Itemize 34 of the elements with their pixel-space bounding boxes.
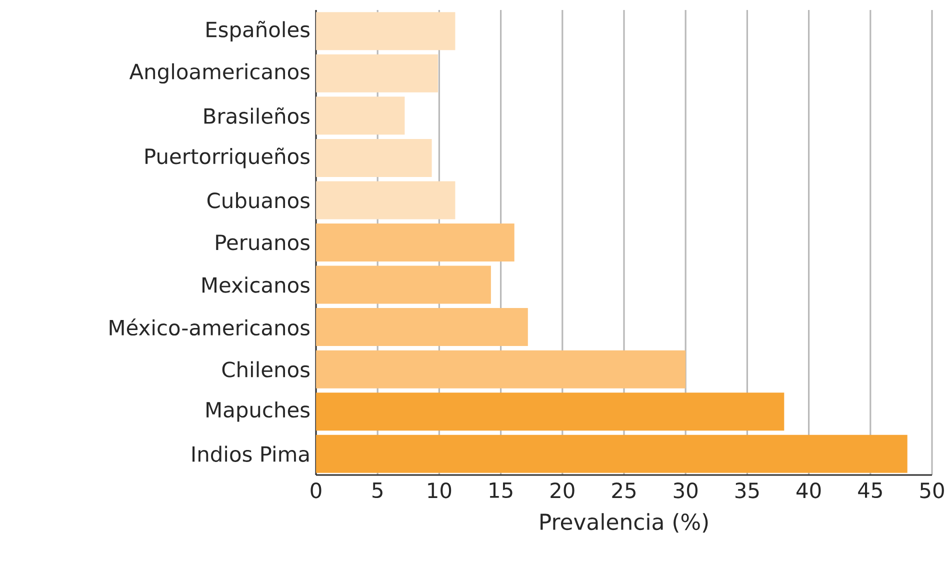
y-tick-label: Puertorriqueños: [146, 148, 310, 168]
x-tick-label: 10: [428, 482, 452, 498]
x-tick-label: 30: [674, 482, 698, 498]
y-tick-label: Brasileños: [204, 107, 310, 124]
bar: [316, 308, 528, 346]
x-tick-label: 40: [796, 482, 821, 498]
y-tick-label: Indios Pima: [192, 446, 309, 462]
x-tick-label: 0: [310, 482, 322, 498]
bar: [316, 96, 405, 135]
bar: [316, 266, 491, 304]
bar: [316, 350, 686, 388]
bar: [316, 138, 432, 177]
bar: [316, 434, 908, 473]
y-tick-label: Angloamericanos: [129, 63, 310, 84]
bar: [316, 223, 514, 262]
bar: [316, 54, 438, 92]
x-tick-label: 20: [550, 482, 574, 498]
x-tick-label: 25: [612, 482, 636, 498]
x-tick-label: 15: [490, 482, 512, 498]
bar: [316, 12, 456, 50]
bar: [316, 181, 456, 220]
y-tick-label: México-americanos: [110, 318, 310, 336]
x-tick-label: 5: [372, 482, 382, 498]
y-tick-label: Peruanos: [216, 234, 310, 250]
x-tick-label: 50: [920, 482, 944, 498]
x-tick-label: 35: [735, 482, 759, 498]
y-tick-label: Chilenos: [222, 361, 310, 378]
x-tick-label: 45: [858, 482, 882, 498]
y-tick-label: Mexicanos: [202, 276, 310, 293]
y-tick-label: Cubuanos: [207, 192, 310, 208]
x-axis-title: Prevalencia (%): [540, 513, 708, 533]
bar: [316, 392, 784, 431]
y-tick-label: Españoles: [206, 20, 310, 42]
y-tick-label: Mapuches: [206, 401, 310, 422]
